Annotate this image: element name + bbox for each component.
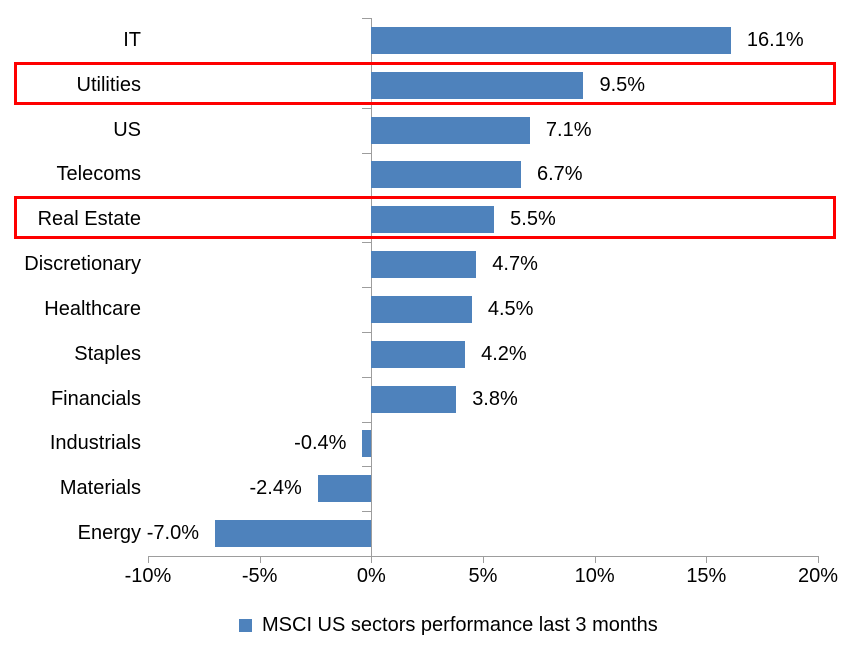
category-axis-tick	[362, 376, 372, 378]
category-label: Energy	[77, 522, 141, 545]
bar	[371, 385, 457, 413]
legend-label: MSCI US sectors performance last 3 month…	[262, 613, 658, 636]
legend-square-icon	[239, 618, 252, 632]
bar	[371, 295, 472, 323]
category-axis-tick	[362, 287, 372, 288]
category-axis-labels: IT Utilities US Telecoms Real Estate Discreti…	[0, 18, 141, 556]
category-axis-line	[371, 18, 373, 556]
category-label: US	[113, 118, 141, 141]
value-label: 6.7%	[536, 163, 583, 186]
value-label: 3.8%	[472, 387, 518, 410]
value-label: 4.5%	[487, 297, 534, 320]
plot-area: 16.1% 9.5% 7.1% 6.7% 5.5% 4.7% 4.5% 4.2% 3.8% -0.…	[146, 18, 818, 557]
bar	[317, 475, 372, 503]
value-label: -2.4%	[249, 477, 302, 500]
bar	[371, 206, 495, 234]
value-label: 5.5%	[510, 208, 556, 231]
x-axis-tick	[148, 557, 149, 563]
value-label: 7.1%	[545, 118, 592, 141]
x-tick-label: 20%	[797, 565, 839, 587]
category-label: Healthcare	[44, 297, 141, 320]
category-axis-tick	[362, 421, 372, 423]
bar	[215, 520, 372, 548]
category-label: Staples	[74, 342, 141, 365]
bar	[371, 116, 530, 144]
x-axis-tick	[371, 557, 373, 563]
x-tick-label: -5%	[241, 565, 278, 587]
bar	[371, 71, 584, 99]
bar	[371, 340, 466, 368]
category-axis-tick	[362, 466, 372, 468]
x-tick-label: -10%	[124, 565, 172, 587]
category-axis-tick	[362, 511, 372, 513]
category-label: IT	[123, 28, 141, 51]
x-axis-tick	[483, 557, 484, 563]
value-label: 16.1%	[746, 28, 804, 51]
category-axis-tick	[362, 62, 372, 64]
value-label: 4.2%	[481, 342, 527, 365]
category-axis-tick	[362, 18, 372, 19]
category-label: Real Estate	[37, 208, 141, 231]
x-axis-line	[148, 556, 819, 557]
x-tick-label: 15%	[686, 565, 727, 587]
x-axis-tick	[259, 557, 261, 563]
category-label: Financials	[50, 387, 141, 410]
bar	[371, 26, 731, 54]
x-axis-tick	[594, 557, 596, 563]
x-axis-tick	[706, 557, 708, 563]
value-label: 4.7%	[492, 253, 538, 276]
x-tick-label: 10%	[574, 565, 615, 587]
value-label: -7.0%	[146, 522, 199, 545]
category-axis-tick	[362, 197, 372, 199]
bar	[362, 430, 372, 458]
category-label: Utilities	[76, 73, 141, 96]
bar	[371, 251, 477, 279]
category-label: Industrials	[49, 432, 141, 455]
category-label: Telecoms	[56, 163, 141, 186]
bar	[371, 161, 521, 189]
x-tick-label: 0%	[356, 565, 386, 587]
legend: MSCI US sectors performance last 3 month…	[239, 611, 658, 639]
category-axis-tick	[362, 107, 372, 109]
value-label: 9.5%	[599, 73, 646, 96]
category-axis-tick	[362, 331, 372, 333]
x-axis-tick	[818, 557, 819, 563]
category-label: Materials	[59, 477, 141, 500]
category-axis-tick	[362, 152, 372, 154]
x-tick-label: 5%	[468, 565, 498, 587]
category-axis-tick	[362, 242, 372, 244]
category-label: Discretionary	[24, 253, 141, 276]
value-label: -0.4%	[294, 432, 347, 455]
